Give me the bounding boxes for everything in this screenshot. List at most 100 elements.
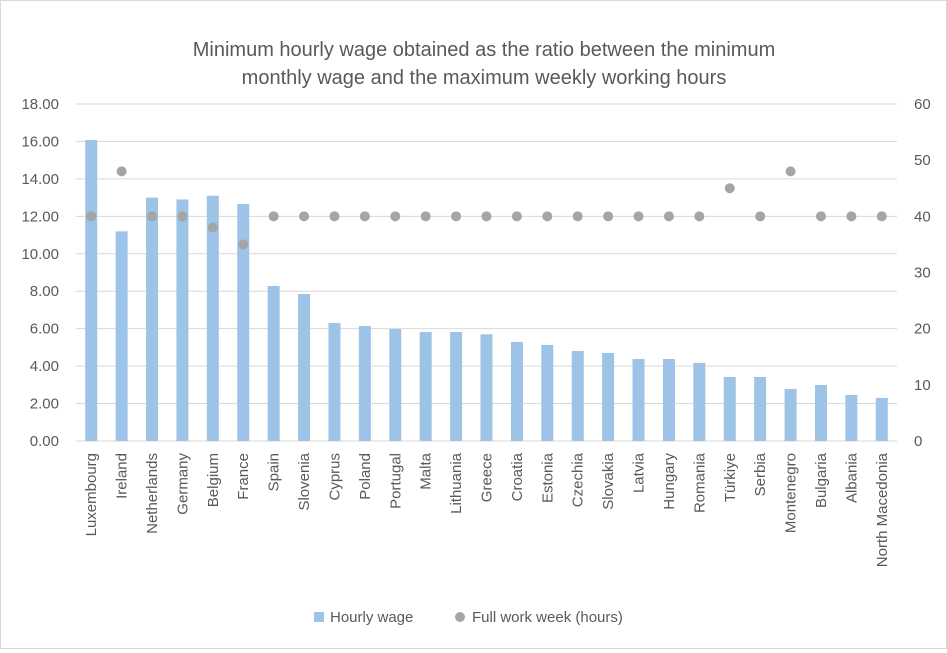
bar-netherlands xyxy=(146,197,159,441)
y-left-tick-label: 6.00 xyxy=(30,321,59,338)
bar-türkiye xyxy=(723,376,736,441)
point-hungary xyxy=(663,211,674,222)
bar-latvia xyxy=(632,358,645,441)
point-estonia xyxy=(542,211,553,222)
bar-lithuania xyxy=(450,332,463,441)
category-label: Slovenia xyxy=(296,452,313,510)
y-left-tick-label: 0.00 xyxy=(30,433,59,450)
legend: Hourly wage Full work week (hours) xyxy=(314,609,623,626)
category-label: Luxembourg xyxy=(83,453,100,536)
category-label: Malta xyxy=(418,452,435,489)
bar-hungary xyxy=(662,358,675,441)
bar-slovenia xyxy=(298,294,311,441)
y-right-tick-label: 30 xyxy=(914,265,931,282)
point-netherlands xyxy=(147,211,158,222)
category-label: Latvia xyxy=(631,452,648,493)
legend-label-hourly-wage: Hourly wage xyxy=(330,609,413,626)
bar-portugal xyxy=(389,329,402,441)
bar-romania xyxy=(693,362,706,441)
point-germany xyxy=(177,211,188,222)
bar-serbia xyxy=(754,376,767,441)
bar-albania xyxy=(845,394,858,441)
category-label: Estonia xyxy=(539,452,556,503)
y-left-tick-label: 18.00 xyxy=(21,96,59,113)
legend-swatch-hourly-wage xyxy=(314,612,324,622)
point-croatia xyxy=(511,211,522,222)
bar-belgium xyxy=(206,195,219,441)
point-france xyxy=(238,239,249,250)
point-portugal xyxy=(390,211,401,222)
point-greece xyxy=(481,211,492,222)
category-label: Czechia xyxy=(570,452,587,507)
bar-north-macedonia xyxy=(875,397,888,441)
point-slovakia xyxy=(603,211,614,222)
point-montenegro xyxy=(785,166,796,177)
bar-montenegro xyxy=(784,388,797,441)
point-serbia xyxy=(755,211,766,222)
point-albania xyxy=(846,211,857,222)
point-romania xyxy=(694,211,705,222)
bar-cyprus xyxy=(328,323,341,441)
y-left-tick-label: 12.00 xyxy=(21,208,59,225)
point-north-macedonia xyxy=(876,211,887,222)
point-bulgaria xyxy=(815,211,826,222)
y-right-tick-label: 10 xyxy=(914,377,931,394)
category-label: Lithuania xyxy=(448,452,465,514)
point-cyprus xyxy=(329,211,340,222)
point-lithuania xyxy=(451,211,462,222)
y-left-tick-label: 16.00 xyxy=(21,133,59,150)
category-label: North Macedonia xyxy=(874,452,891,567)
y-right-tick-label: 40 xyxy=(914,208,931,225)
y-right-tick-label: 50 xyxy=(914,152,931,169)
category-label: Slovakia xyxy=(600,452,617,509)
category-label: Türkiye xyxy=(722,453,739,502)
point-spain xyxy=(268,211,279,222)
category-label: Belgium xyxy=(205,453,222,507)
bar-malta xyxy=(419,332,432,441)
y-right-tick-label: 0 xyxy=(914,433,922,450)
category-label: Spain xyxy=(266,453,283,491)
category-label: Greece xyxy=(479,453,496,502)
category-label: Portugal xyxy=(387,453,404,509)
point-poland xyxy=(359,211,370,222)
y-left-tick-label: 4.00 xyxy=(30,358,59,375)
bar-ireland xyxy=(115,231,128,441)
legend-label-work-week: Full work week (hours) xyxy=(472,609,623,626)
y-left-tick-label: 2.00 xyxy=(30,396,59,413)
point-türkiye xyxy=(724,183,735,194)
legend-swatch-work-week xyxy=(455,612,465,622)
point-malta xyxy=(420,211,431,222)
category-label: Poland xyxy=(357,453,374,500)
bar-spain xyxy=(267,285,280,441)
category-label: Bulgaria xyxy=(813,452,830,508)
y-right-tick-label: 20 xyxy=(914,321,931,338)
bar-france xyxy=(237,203,250,441)
y-left-tick-label: 10.00 xyxy=(21,246,59,263)
bar-czechia xyxy=(571,350,584,441)
chart-title-line-1: Minimum hourly wage obtained as the rati… xyxy=(193,39,776,61)
category-label: Montenegro xyxy=(783,453,800,533)
point-ireland xyxy=(116,166,127,177)
y-right-tick-label: 60 xyxy=(914,96,931,113)
category-label: Romania xyxy=(691,452,708,513)
category-label: Serbia xyxy=(752,452,769,496)
y-left-tick-label: 8.00 xyxy=(30,283,59,300)
y-left-tick-label: 14.00 xyxy=(21,171,59,188)
bar-greece xyxy=(480,334,493,441)
point-latvia xyxy=(633,211,644,222)
bar-slovakia xyxy=(602,353,615,441)
category-label: France xyxy=(235,453,252,500)
bar-bulgaria xyxy=(814,385,827,441)
point-czechia xyxy=(572,211,583,222)
category-label: Albania xyxy=(843,452,860,503)
category-label: Germany xyxy=(174,453,191,515)
point-luxembourg xyxy=(86,211,97,222)
point-slovenia xyxy=(299,211,310,222)
bar-germany xyxy=(176,199,189,441)
point-belgium xyxy=(207,222,218,233)
bar-poland xyxy=(358,326,371,441)
category-label: Cyprus xyxy=(326,453,343,501)
category-label: Croatia xyxy=(509,452,526,501)
